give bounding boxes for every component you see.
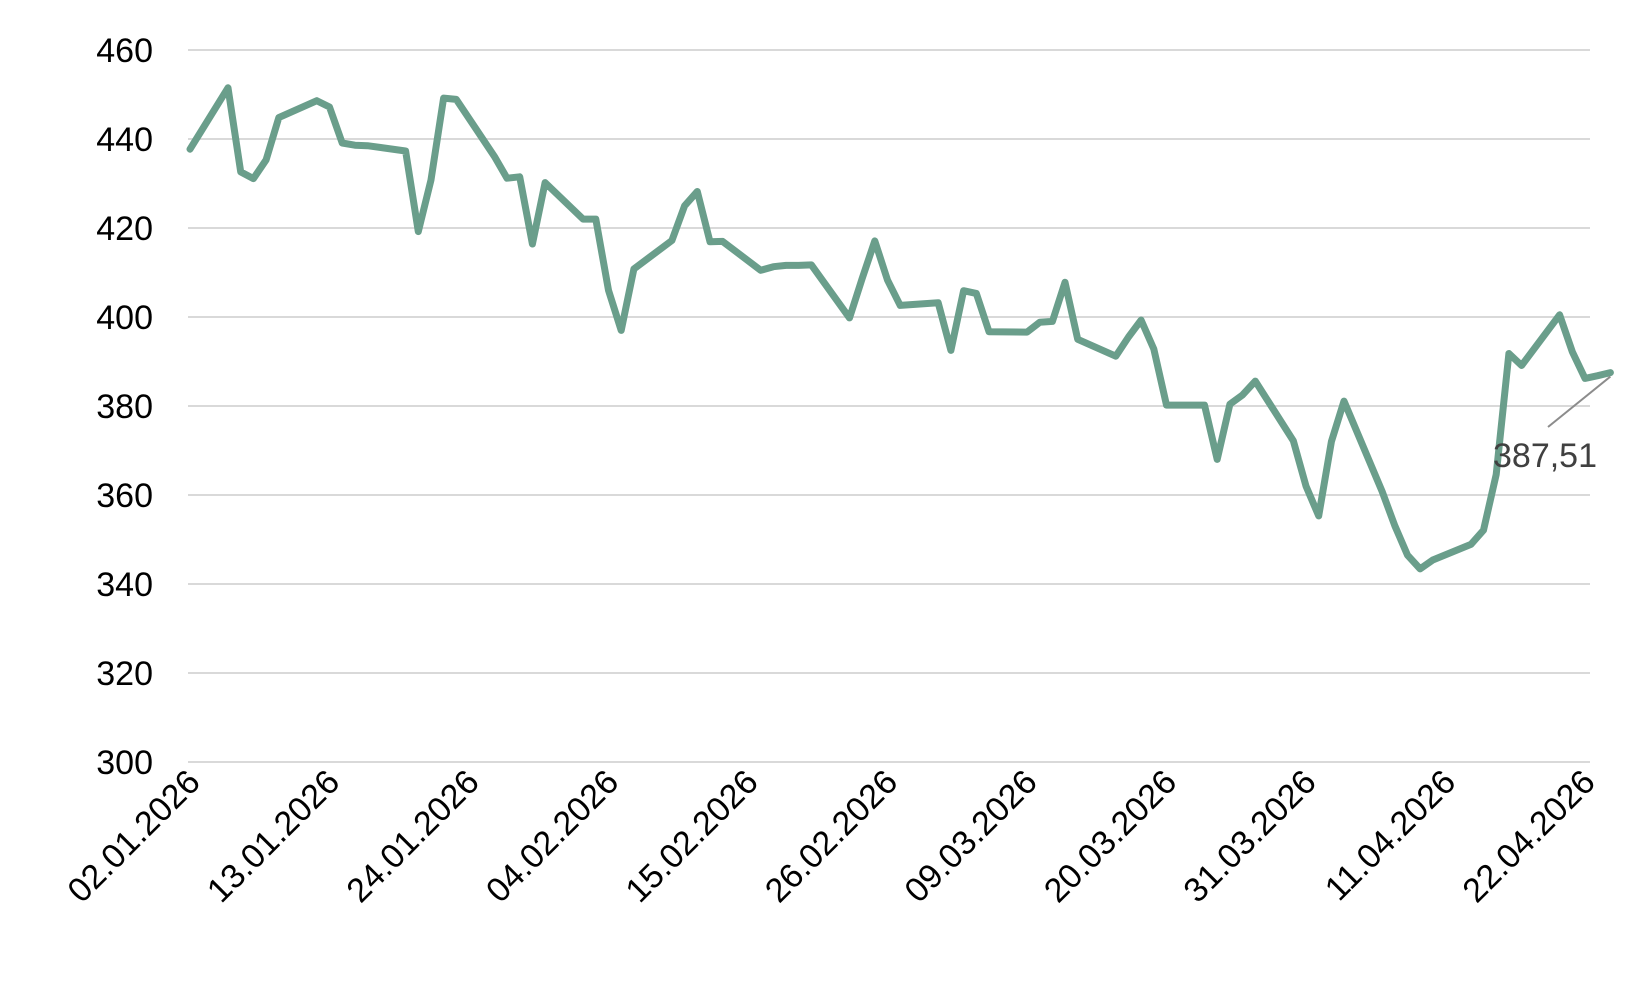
x-tick-label: 11.04.2026 (1318, 763, 1463, 908)
y-axis-tick-labels: 300 320 340 360 380 400 420 440 460 (96, 32, 153, 782)
x-tick-label: 04.02.2026 (479, 763, 626, 910)
y-tick-label: 360 (96, 477, 153, 515)
x-tick-label: 31.03.2026 (1176, 763, 1323, 910)
y-tick-label: 320 (96, 655, 153, 693)
y-tick-label: 340 (96, 566, 153, 604)
x-tick-label: 20.03.2026 (1037, 763, 1184, 910)
y-tick-label: 460 (96, 32, 153, 70)
y-tick-label: 440 (96, 121, 153, 159)
x-axis-tick-labels: 02.01.202613.01.202624.01.202604.02.2026… (60, 763, 1602, 910)
x-tick-label: 22.04.2026 (1455, 763, 1602, 910)
x-tick-label: 02.01.2026 (60, 763, 207, 910)
end-label-leader-line (1547, 375, 1611, 428)
y-tick-label: 400 (96, 299, 153, 337)
price-series-line (186, 84, 1614, 573)
x-tick-label: 13.01.2026 (200, 763, 347, 910)
gridlines (188, 49, 1590, 763)
y-tick-label: 380 (96, 388, 153, 426)
x-tick-label: 15.02.2026 (618, 763, 765, 910)
y-tick-label: 420 (96, 210, 153, 248)
end-value-label: 387,51 (1493, 437, 1597, 475)
x-tick-label: 26.02.2026 (758, 763, 905, 910)
y-tick-label: 300 (96, 744, 153, 782)
x-tick-label: 09.03.2026 (897, 763, 1044, 910)
x-tick-label: 24.01.2026 (339, 763, 486, 910)
